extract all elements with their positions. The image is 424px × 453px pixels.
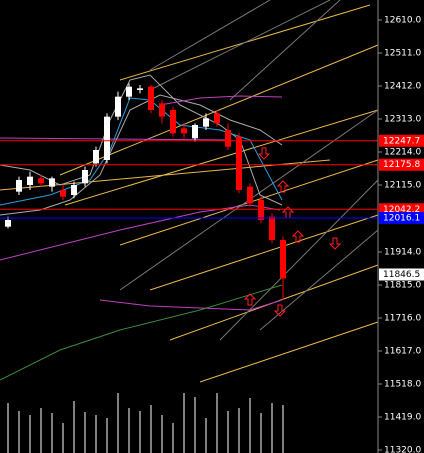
candle-body — [71, 185, 77, 195]
arrow — [273, 304, 287, 317]
y-tick-label: 11419.0 — [384, 413, 421, 423]
candle-body — [236, 136, 242, 190]
candle-body — [93, 150, 99, 164]
price-label: 12247.7 — [383, 136, 420, 146]
candle-body — [137, 88, 143, 90]
candle-body — [170, 110, 176, 134]
y-tick-label: 11716.0 — [384, 314, 421, 324]
y-tick-label: 11320.0 — [384, 446, 421, 453]
channel-line — [199, 321, 379, 383]
arrow — [328, 237, 342, 250]
arrow — [243, 293, 257, 306]
candle-body — [115, 96, 121, 117]
arrow — [291, 230, 305, 243]
channel-line — [64, 109, 379, 206]
price-label: 12042.2 — [383, 205, 420, 215]
fan-line — [219, 179, 379, 341]
ma-line — [0, 204, 281, 261]
candle-body — [126, 86, 132, 97]
candle-body — [214, 113, 220, 124]
price-label-bg — [379, 211, 424, 224]
y-tick-label: 12511.0 — [384, 49, 421, 59]
ma-line — [0, 284, 283, 381]
band-line — [0, 94, 283, 216]
arrow — [257, 147, 271, 160]
candle-body — [159, 103, 165, 117]
y-tick-label: 12412.0 — [384, 82, 421, 92]
fan-line — [149, 0, 271, 71]
y-tick-label: 11617.0 — [384, 347, 421, 357]
arrow — [276, 180, 290, 193]
channel-lines — [0, 0, 379, 383]
ma-line — [99, 299, 283, 311]
candle-body — [16, 180, 22, 192]
candle-body — [60, 190, 66, 197]
candle-body — [192, 125, 198, 139]
y-tick-label: 12313.0 — [384, 115, 421, 125]
price-label: 12175.8 — [383, 160, 420, 170]
candle-body — [203, 118, 209, 127]
candle-body — [148, 86, 154, 110]
candle-body — [38, 178, 44, 184]
ma-line — [0, 137, 231, 141]
y-tick-label: 12610.0 — [384, 16, 421, 26]
candle-body — [49, 178, 55, 187]
y-tick-label: 12214.0 — [384, 148, 421, 158]
candle-body — [82, 170, 88, 184]
candle-body — [247, 186, 253, 204]
candle-body — [225, 130, 231, 147]
price-label-bg — [379, 158, 424, 171]
candle-body — [104, 116, 110, 160]
fan-line — [259, 229, 379, 331]
channel-line — [149, 214, 379, 291]
y-tick-label: 11518.0 — [384, 380, 421, 390]
y-tick-label: 11815.0 — [384, 281, 421, 291]
price-label: 11846.5 — [383, 270, 420, 280]
price-label-bg — [379, 268, 424, 281]
price-label-bg — [379, 134, 424, 147]
ma-line — [159, 95, 283, 106]
y-tick-label: 12115.0 — [384, 181, 421, 191]
candle-body — [258, 200, 264, 220]
candle-body — [5, 220, 11, 227]
ma-line — [0, 97, 283, 206]
candle-body — [27, 176, 33, 185]
channel-line — [59, 44, 379, 176]
arrow — [281, 206, 295, 219]
candle-body — [280, 240, 286, 279]
candle-body — [269, 216, 275, 240]
fan-line — [149, 0, 331, 91]
fan-line — [229, 0, 341, 101]
price-label: 12016.1 — [383, 213, 420, 223]
candle-body — [181, 128, 187, 134]
y-tick-label: 11914.0 — [384, 248, 421, 258]
